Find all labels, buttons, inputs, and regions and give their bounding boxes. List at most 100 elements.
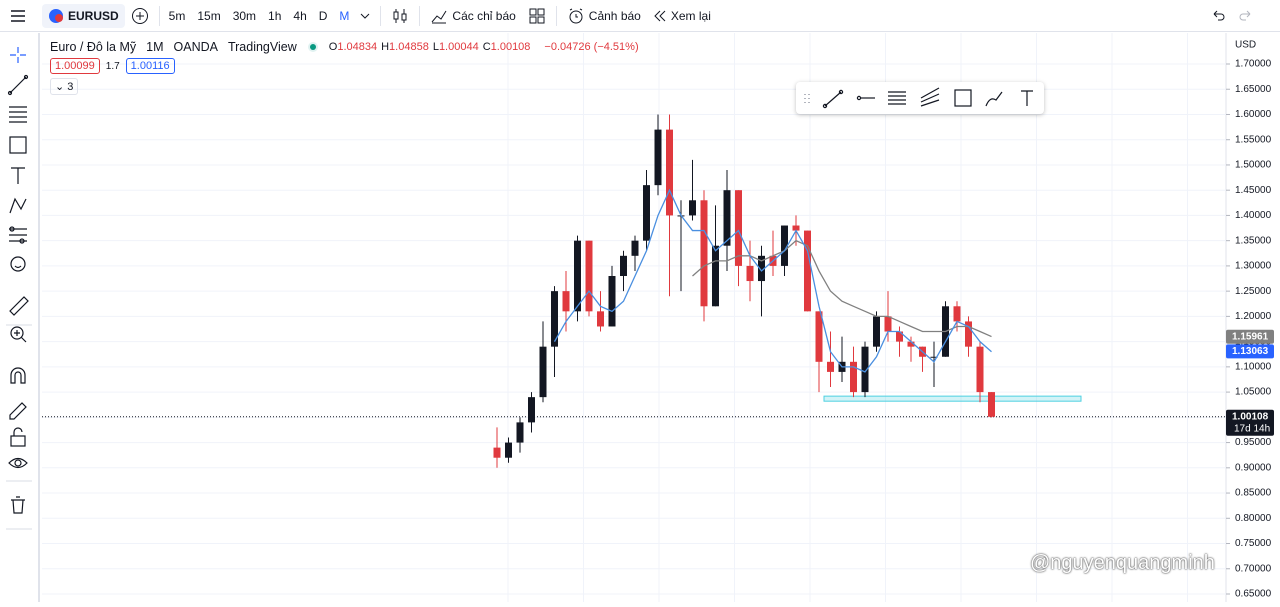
icon: [11, 9, 25, 22]
interval-button[interactable]: 1h: [268, 8, 282, 23]
text-tool[interactable]: [11, 167, 25, 184]
line-tool[interactable]: [7, 74, 29, 96]
candle-body: [815, 311, 823, 362]
instrument-name: Euro / Đô la Mỹ: [50, 40, 137, 54]
ma-value-label: 1.13063: [1232, 346, 1269, 357]
candle-body: [666, 129, 673, 216]
y-tick-label: 1.35000: [1235, 235, 1272, 246]
candle-body: [827, 361, 834, 372]
ray[interactable]: [856, 95, 875, 101]
icon: [1239, 10, 1251, 20]
y-tick-label: 1.05000: [1235, 387, 1272, 398]
ohlc-value: 1.04858: [389, 41, 429, 53]
floating-icons: [804, 87, 1033, 109]
symbol-button[interactable]: EURUSD: [42, 3, 125, 28]
interval-button[interactable]: M: [339, 8, 350, 23]
emoji-tool[interactable]: [10, 256, 26, 272]
interval-button[interactable]: D: [318, 8, 328, 23]
candle-body: [700, 200, 708, 307]
pattern-tool[interactable]: [9, 197, 27, 214]
pitchfork[interactable]: [920, 87, 940, 107]
top-toolbar: EURUSD 5m 15m 30m 1h 4h D M Các chỉ báo Cảnh b…: [0, 0, 1280, 32]
chart-type[interactable]: [385, 7, 415, 25]
candle-body: [654, 129, 662, 186]
y-tick-label: 1.65000: [1235, 84, 1272, 95]
layouts-button[interactable]: [522, 7, 552, 25]
parallel-channel[interactable]: [888, 91, 906, 105]
moving-average: [553, 188, 992, 373]
shape-tool[interactable]: [9, 136, 27, 154]
add-symbol[interactable]: [125, 7, 155, 25]
candle-body: [643, 185, 650, 241]
drag-handle[interactable]: [804, 94, 810, 103]
magnet-tool[interactable]: [10, 367, 26, 384]
exchange: OANDA: [173, 40, 218, 54]
floating-drawing-toolbar: [796, 82, 1044, 114]
lock-draw-tool[interactable]: [9, 402, 27, 420]
candle-body: [493, 447, 501, 458]
candle-body: [804, 230, 811, 312]
interval-button[interactable]: 4h: [293, 8, 307, 23]
alerts-button[interactable]: Cảnh báo: [561, 7, 647, 25]
icon: [654, 10, 666, 21]
candle-body: [516, 422, 524, 443]
countdown: 17d 14h: [1234, 423, 1270, 434]
candle-body: [620, 255, 627, 276]
ohlc-label: L: [432, 41, 439, 53]
undo[interactable]: [1204, 9, 1232, 23]
interval-menu[interactable]: [354, 12, 376, 20]
candle-body: [907, 341, 915, 347]
crosshair-tool[interactable]: [10, 47, 26, 63]
zoom-tool[interactable]: [10, 326, 27, 343]
candle-body: [585, 240, 593, 312]
candle-body: [562, 291, 570, 312]
flag-icon: [49, 8, 63, 23]
buy-button[interactable]: 1.00116: [125, 58, 175, 74]
candle-body: [528, 397, 535, 423]
ohlc-label: C: [482, 41, 491, 53]
candle-body: [712, 245, 719, 307]
intervals: 5m 15m 30m 1h 4h D M: [164, 9, 355, 23]
y-tick-label: 1.70000: [1235, 59, 1272, 70]
legend: Euro / Đô la Mỹ 1M OANDA TradingView O1.…: [50, 40, 639, 95]
text[interactable]: [1021, 90, 1033, 106]
trend-line[interactable]: [822, 89, 844, 109]
redo[interactable]: [1232, 9, 1260, 23]
candle-body: [723, 190, 731, 246]
lock-tool[interactable]: [10, 427, 26, 447]
tool-icons: [6, 47, 32, 530]
ma-value-label-bg: [1226, 329, 1274, 344]
menu-button[interactable]: [0, 9, 36, 23]
y-tick-label: 0.85000: [1235, 488, 1272, 499]
y-tick-label: 1.10000: [1235, 361, 1272, 372]
candle-body: [873, 316, 880, 347]
y-tick-label: 0.75000: [1235, 538, 1272, 549]
ohlc-label: O: [328, 41, 338, 53]
interval-button[interactable]: 15m: [197, 8, 221, 23]
last-price-label: 1.00108: [1232, 411, 1269, 422]
drawing-toolbar: [0, 33, 40, 602]
fib-tool[interactable]: [9, 106, 27, 123]
sell-button[interactable]: 1.00099: [50, 58, 100, 74]
candle-body: [884, 316, 892, 332]
ohlc: O1.04834 H1.04858 L1.00044 C1.00108: [329, 41, 535, 53]
visibility-tool[interactable]: [8, 457, 28, 469]
indicators-label: Các chỉ báo: [452, 8, 516, 23]
ohlc-value: 1.00044: [438, 41, 479, 53]
currency-label: USD: [1235, 40, 1256, 51]
delete-tool[interactable]: [11, 496, 25, 514]
prediction-tool[interactable]: [9, 226, 27, 244]
indicator-toggle[interactable]: ⌄ 3: [50, 78, 79, 95]
replay-button[interactable]: Xem lại: [647, 9, 717, 23]
candle-body: [861, 346, 869, 393]
replay-label: Xem lại: [670, 8, 711, 23]
interval-button[interactable]: 30m: [232, 8, 257, 23]
ruler-tool[interactable]: [9, 296, 29, 316]
rectangle[interactable]: [954, 89, 972, 107]
indicators-button[interactable]: Các chỉ báo: [424, 7, 521, 25]
y-tick-label: 1.25000: [1235, 286, 1272, 297]
candle-body: [965, 321, 972, 347]
ma-value-label: 1.15961: [1232, 331, 1269, 342]
brush[interactable]: [985, 91, 1003, 107]
interval-button[interactable]: 5m: [168, 8, 186, 23]
